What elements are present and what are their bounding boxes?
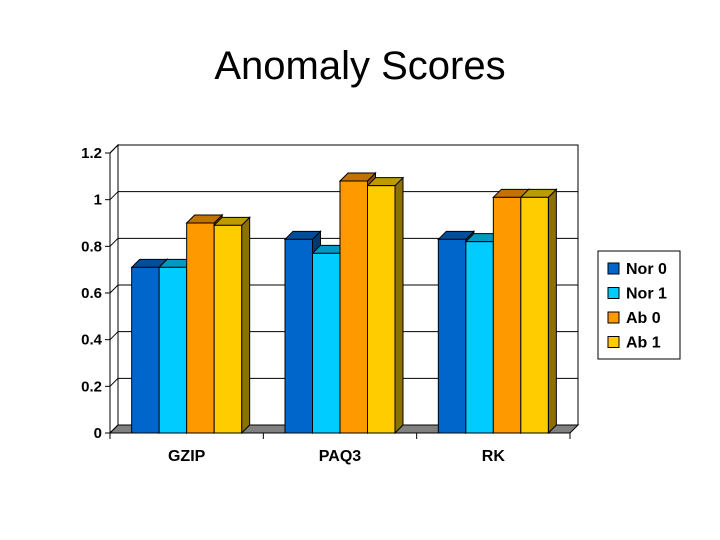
y-tick-label: 0.6 [81,285,102,302]
bar-ab-1-gzip [212,216,251,435]
y-tick-label: 0.8 [81,238,102,255]
legend-label: Nor 1 [626,286,667,303]
y-tick-label: 0 [94,425,102,442]
x-tick-label: RK [482,448,506,465]
chart-title: Anomaly Scores [214,44,506,88]
legend-swatch [607,287,620,299]
legend-label: Ab 1 [626,335,661,352]
gridline-side [109,237,119,247]
gridline-side [109,284,119,294]
legend-label: Nor 0 [626,261,667,278]
y-tick-label: 1.2 [81,145,102,162]
y-tick-label: 0.2 [81,378,102,395]
gridline-side [109,191,119,201]
legend-swatch [607,336,620,348]
y-tick-label: 0.4 [81,332,103,349]
gridline-side [109,144,119,154]
x-tick-label: GZIP [168,448,206,465]
gridline-side [109,331,119,341]
y-tick-label: 1 [94,192,102,209]
bar-ab-1-rk [519,188,558,435]
x-tick-label: PAQ3 [319,448,361,465]
legend-swatch [607,262,620,275]
legend-swatch [607,311,620,324]
gridline-side [109,377,119,387]
bar-ab-1-paq3 [366,176,405,435]
legend-label: Ab 0 [626,310,661,327]
chart-legend: Nor 0 Nor 1 Ab 0 Ab 1 [597,250,681,360]
